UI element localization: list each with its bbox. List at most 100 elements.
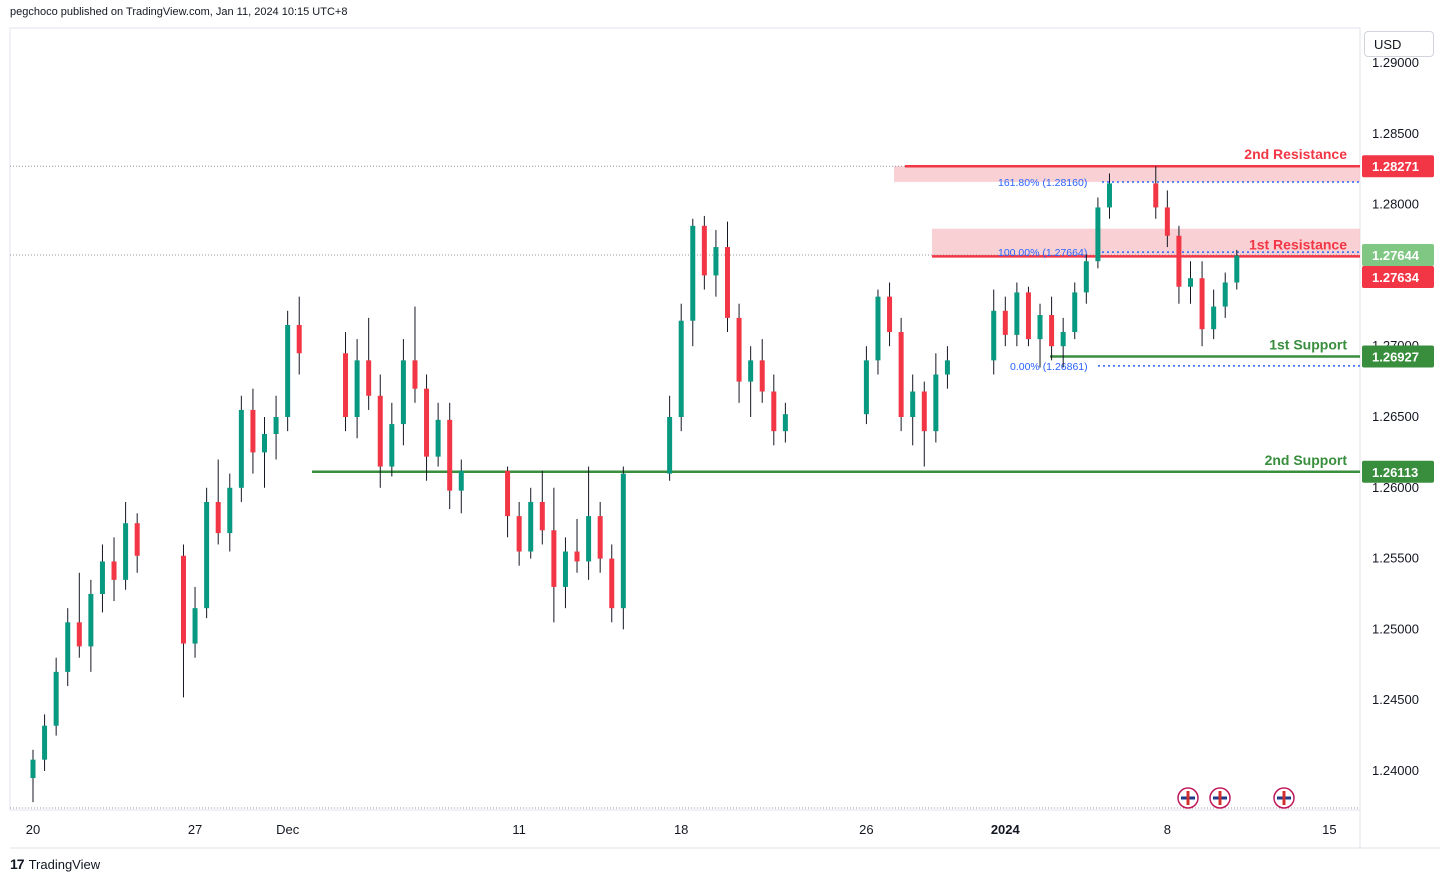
candle-body xyxy=(1083,261,1089,293)
candle xyxy=(99,544,105,613)
candle xyxy=(1222,272,1228,318)
candle xyxy=(1002,296,1008,347)
candle-body xyxy=(597,516,603,559)
candle-body xyxy=(1199,278,1205,330)
x-tick-label: 15 xyxy=(1322,822,1336,837)
candle xyxy=(134,513,140,573)
candle xyxy=(1014,282,1020,347)
support-2-tag-text: 1.26113 xyxy=(1372,465,1418,480)
candle xyxy=(1153,166,1159,219)
candle xyxy=(424,374,430,481)
candle-body xyxy=(1014,292,1020,335)
candle-body xyxy=(898,332,904,417)
candle xyxy=(1083,254,1089,304)
candle-body xyxy=(713,247,719,276)
candle-body xyxy=(262,433,267,453)
resistance-1-tag-bg xyxy=(1362,266,1434,289)
candle-body xyxy=(204,501,210,609)
candle-body xyxy=(1095,207,1101,262)
candle xyxy=(273,395,279,460)
fib-levels: 161.80% (1.28160) 100.00% (1.27664) 0.00% … xyxy=(998,177,1360,373)
candle-body xyxy=(586,516,592,562)
candle-body xyxy=(227,487,233,534)
x-tick-label: 27 xyxy=(188,822,202,837)
candle xyxy=(690,218,696,347)
candle xyxy=(609,544,615,623)
candle xyxy=(887,282,893,347)
candle-body xyxy=(88,594,94,647)
candle xyxy=(1060,317,1066,368)
current-price-tag-text: 1.27644 xyxy=(1372,248,1420,263)
candle xyxy=(366,317,372,410)
candle-body xyxy=(1234,255,1240,283)
candle xyxy=(65,608,71,687)
candle-body xyxy=(412,360,418,389)
candle-body xyxy=(250,409,256,453)
candle-body xyxy=(1049,315,1055,347)
candle xyxy=(586,466,592,580)
candle xyxy=(296,296,302,375)
candle xyxy=(1095,197,1101,269)
candle-body xyxy=(354,360,360,417)
candle-body xyxy=(76,622,82,647)
x-tick-label: 8 xyxy=(1164,822,1171,837)
x-tick-label: 26 xyxy=(859,822,873,837)
candle-body xyxy=(389,424,395,467)
candle-body xyxy=(1072,292,1078,333)
fib-label: 161.80% (1.28160) xyxy=(998,177,1087,189)
candle-body xyxy=(366,360,372,396)
candle-body xyxy=(447,419,453,491)
y-tick-label: 1.26000 xyxy=(1372,480,1419,495)
level-label: 1st Resistance xyxy=(1249,236,1347,252)
resistance-2-tag-text: 1.28271 xyxy=(1372,159,1419,174)
candle xyxy=(725,221,730,333)
y-tick-label: 1.28500 xyxy=(1372,126,1419,141)
candle-body xyxy=(551,530,557,587)
resistance-zone xyxy=(894,166,1360,182)
sr-levels: 2nd Resistance 1st Resistance 1st Support 2… xyxy=(10,146,1360,474)
candle-body xyxy=(921,391,927,432)
candle xyxy=(343,332,349,432)
candle-body xyxy=(875,296,881,361)
candle xyxy=(458,459,464,514)
candle xyxy=(921,381,927,467)
candle-body xyxy=(42,725,48,760)
candle xyxy=(227,473,233,552)
candle xyxy=(1188,261,1193,304)
candle-body xyxy=(516,516,522,552)
x-tick-label: 20 xyxy=(26,822,40,837)
x-tick-label: 2024 xyxy=(991,822,1021,837)
candle-body xyxy=(1025,292,1031,340)
candle xyxy=(910,374,916,446)
candle xyxy=(1049,296,1055,361)
candle-body xyxy=(1176,235,1182,287)
candle-body xyxy=(1211,306,1217,330)
x-tick-label: Dec xyxy=(276,822,300,837)
candle-body xyxy=(678,320,684,417)
publisher-caption: pegchoco published on TradingView.com, J… xyxy=(10,6,348,18)
candle-body xyxy=(667,417,673,474)
currency-selector[interactable]: USD xyxy=(1364,31,1434,57)
candle-body xyxy=(285,324,291,417)
candle-body xyxy=(273,417,279,434)
candle xyxy=(250,388,256,474)
x-tick-label: 11 xyxy=(512,822,526,837)
candle-body xyxy=(528,501,534,552)
uk-flag-icon xyxy=(1209,787,1231,809)
candle xyxy=(1037,303,1043,368)
candle-body xyxy=(30,759,36,779)
candle xyxy=(389,402,395,477)
candle-body xyxy=(933,374,939,432)
y-tick-label: 1.24500 xyxy=(1372,692,1419,707)
candle-body xyxy=(562,551,568,587)
candle-body xyxy=(609,558,615,609)
candle xyxy=(620,466,626,630)
candle-body xyxy=(574,551,580,562)
candle-body xyxy=(123,523,129,580)
candle-body xyxy=(863,360,869,415)
tradingview-logo[interactable]: 17 TradingView xyxy=(10,856,100,872)
candle xyxy=(898,317,904,432)
candle xyxy=(736,303,742,403)
candle xyxy=(88,579,94,672)
